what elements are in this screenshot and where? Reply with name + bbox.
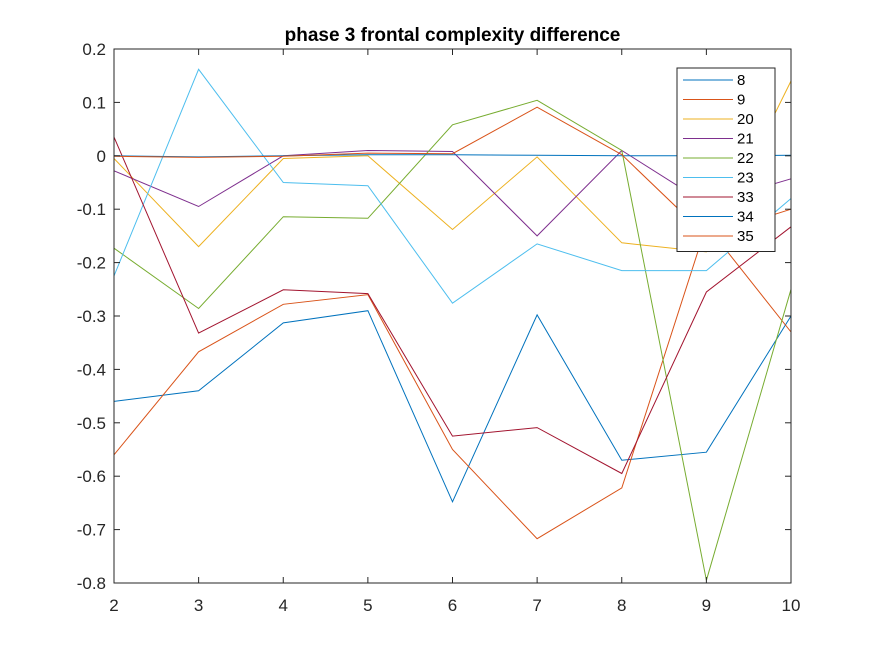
legend-label-35: 35 bbox=[737, 228, 754, 245]
legend-label-23: 23 bbox=[737, 170, 754, 187]
legend-label-34: 34 bbox=[737, 209, 754, 226]
x-tick-label: 10 bbox=[782, 596, 801, 615]
x-tick-label: 5 bbox=[363, 596, 372, 615]
series-line-9 bbox=[113, 224, 792, 540]
y-tick-label: -0.1 bbox=[77, 200, 106, 219]
y-tick-label: 0.2 bbox=[82, 40, 106, 59]
y-tick-label: 0.1 bbox=[82, 93, 106, 112]
axes: 2 3 4 5 6 7 8 9 10-0.8-0.7-0.6-0.5-0.4-0.3-0.2-0… bbox=[77, 40, 801, 615]
chart-title: phase 3 frontal complexity difference bbox=[285, 25, 621, 46]
y-tick-label: -0.3 bbox=[77, 307, 106, 326]
legend-label-9: 9 bbox=[737, 92, 745, 109]
series-line-8 bbox=[113, 310, 792, 504]
x-tick-label: 2 bbox=[109, 596, 118, 615]
y-tick-label: -0.5 bbox=[77, 414, 106, 433]
x-tick-label: 3 bbox=[194, 596, 203, 615]
series-layer bbox=[113, 68, 792, 581]
y-tick-label: -0.4 bbox=[77, 360, 106, 379]
legend-label-33: 33 bbox=[737, 189, 754, 206]
series-line-23 bbox=[113, 68, 792, 304]
x-tick-label: 6 bbox=[448, 596, 457, 615]
x-tick-label: 4 bbox=[279, 596, 288, 615]
y-tick-label: -0.6 bbox=[77, 467, 106, 486]
legend-label-8: 8 bbox=[737, 72, 745, 89]
y-tick-label: -0.2 bbox=[77, 254, 106, 273]
y-tick-label: -0.8 bbox=[77, 574, 106, 593]
y-tick-label: -0.7 bbox=[77, 521, 106, 540]
x-tick-label: 8 bbox=[617, 596, 626, 615]
legend-label-20: 20 bbox=[737, 111, 754, 128]
x-tick-label: 9 bbox=[702, 596, 711, 615]
series-line-22 bbox=[113, 99, 792, 581]
series-line-33 bbox=[113, 136, 792, 475]
legend-label-21: 21 bbox=[737, 131, 754, 148]
legend-box bbox=[676, 67, 776, 252]
legend-label-22: 22 bbox=[737, 150, 754, 167]
x-tick-label: 7 bbox=[532, 596, 541, 615]
legend: 8 9 20 21 22 23 33 34 35 bbox=[676, 67, 776, 252]
y-tick-label: 0 bbox=[97, 147, 106, 166]
